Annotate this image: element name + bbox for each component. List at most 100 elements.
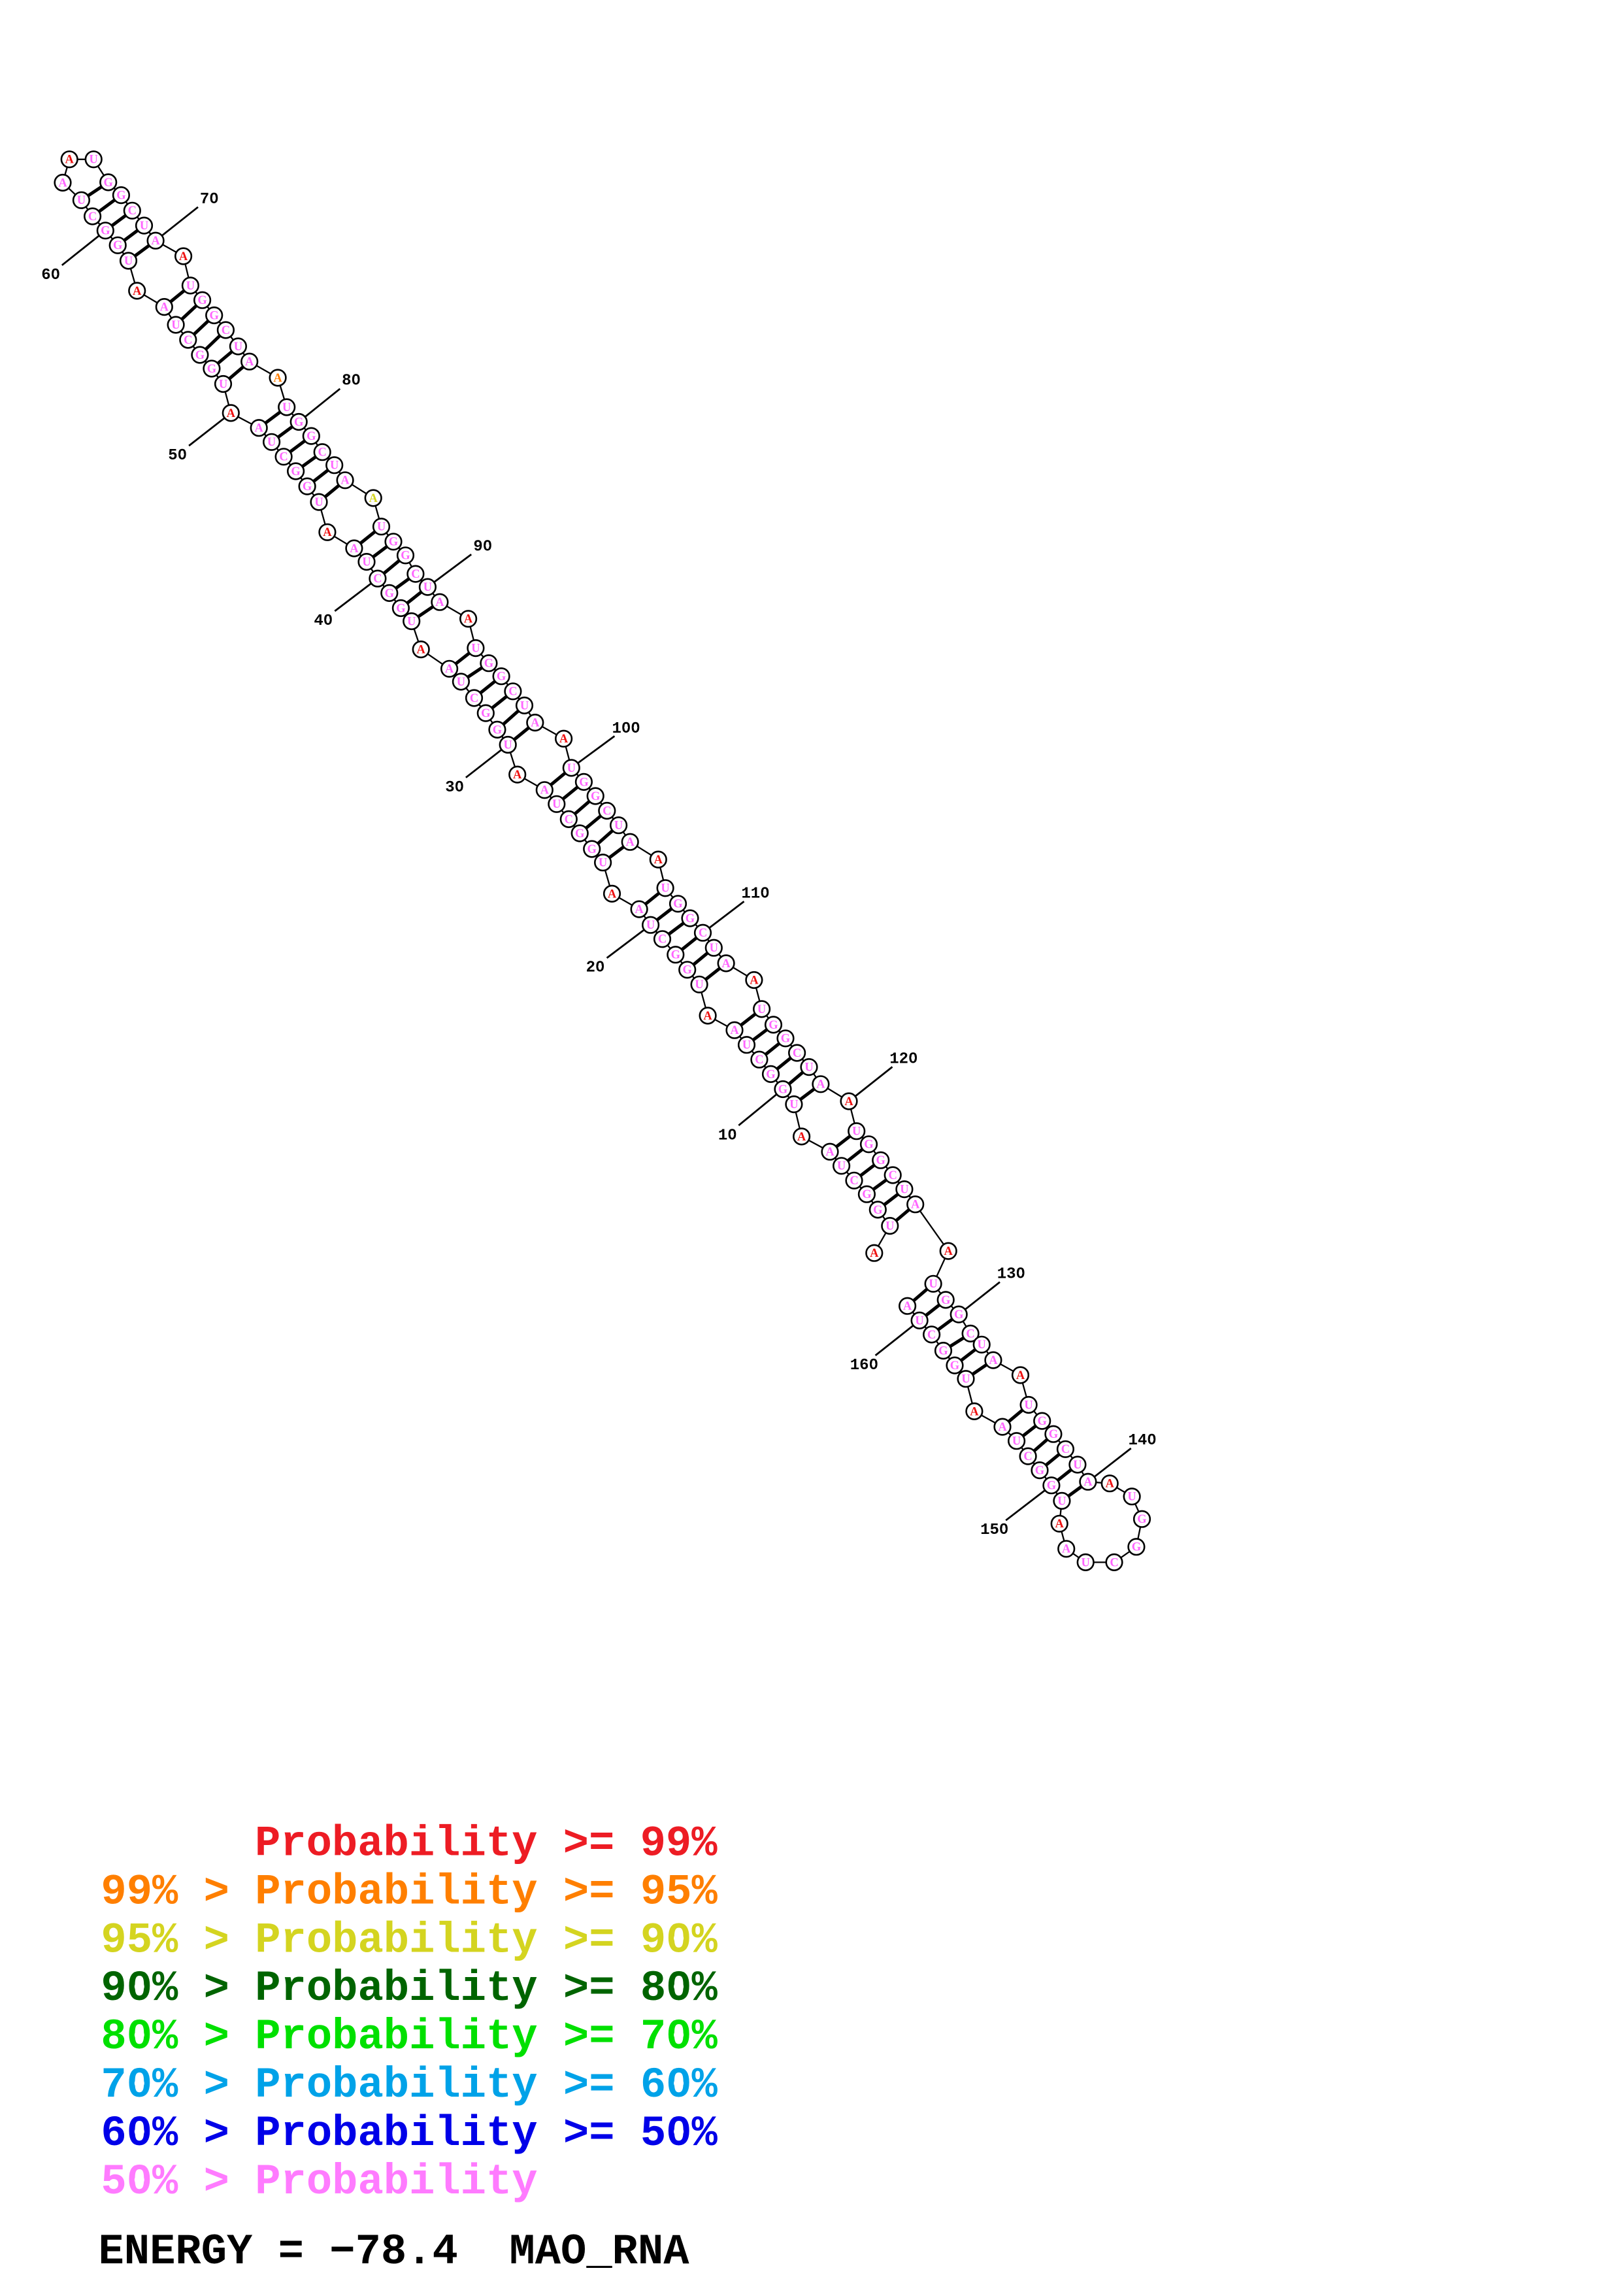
svg-text:U: U [457, 676, 465, 689]
svg-text:80% > Probability >= 70%: 80% > Probability >= 70% [101, 2012, 718, 2061]
svg-text:U: U [219, 378, 227, 391]
svg-text:U: U [915, 1314, 923, 1327]
svg-text:A: A [464, 613, 473, 626]
svg-text:A: A [816, 1078, 825, 1091]
svg-text:A: A [1055, 1518, 1065, 1531]
svg-text:A: A [160, 301, 169, 314]
svg-text:60% > Probability >= 50%: 60% > Probability >= 50% [101, 2109, 718, 2158]
svg-text:A: A [750, 974, 759, 987]
svg-text:A: A [340, 474, 350, 488]
svg-text:G: G [579, 776, 588, 789]
svg-text:U: U [661, 882, 669, 895]
svg-text:50% > Probability: 50% > Probability [101, 2157, 537, 2206]
svg-text:G: G [484, 657, 493, 671]
svg-text:G: G [207, 363, 216, 376]
svg-text:C: C [222, 324, 230, 337]
svg-text:A: A [870, 1247, 879, 1260]
svg-text:A: A [350, 542, 359, 556]
svg-text:U: U [314, 496, 323, 509]
svg-text:C: C [318, 446, 327, 459]
svg-text:G: G [873, 1204, 882, 1217]
svg-text:C: C [850, 1174, 858, 1188]
svg-text:A: A [989, 1354, 998, 1367]
svg-text:G: G [497, 671, 506, 684]
svg-text:99% > Probability >= 95%: 99% > Probability >= 95% [101, 1867, 718, 1916]
svg-text:U: U [282, 401, 291, 414]
svg-text:U: U [900, 1184, 908, 1197]
svg-text:C: C [279, 451, 288, 464]
svg-text:A: A [703, 1010, 712, 1023]
svg-text:G: G [210, 309, 219, 322]
svg-text:G: G [766, 1068, 775, 1081]
svg-text:G: G [306, 430, 316, 443]
svg-text:G: G [778, 1083, 787, 1096]
svg-text:U: U [423, 581, 432, 594]
svg-text:U: U [407, 615, 416, 628]
svg-text:G: G [1047, 1480, 1056, 1493]
svg-text:A: A [559, 733, 569, 746]
svg-text:A: A [1106, 1478, 1115, 1491]
svg-text:C: C [755, 1054, 763, 1067]
svg-text:10: 10 [718, 1127, 737, 1144]
svg-text:C: C [411, 568, 420, 581]
svg-text:U: U [377, 521, 386, 534]
svg-text:C: C [1061, 1443, 1070, 1456]
svg-text:C: C [1110, 1556, 1118, 1569]
svg-text:U: U [1082, 1556, 1090, 1569]
svg-text:G: G [683, 964, 692, 977]
svg-text:U: U [599, 857, 607, 870]
svg-text:G: G [101, 225, 110, 238]
svg-text:G: G [113, 239, 122, 252]
svg-text:C: C [508, 686, 517, 699]
svg-text:U: U [837, 1160, 846, 1173]
svg-text:A: A [531, 717, 540, 730]
svg-text:U: U [504, 739, 512, 752]
svg-text:U: U [757, 1003, 766, 1016]
svg-text:U: U [567, 762, 576, 775]
svg-text:G: G [385, 587, 394, 600]
svg-text:G: G [1132, 1541, 1141, 1554]
svg-text:ENERGY = −78.4 MAO_RNA: ENERGY = −78.4 MAO_RNA [99, 2227, 690, 2276]
svg-text:G: G [575, 827, 584, 840]
svg-text:G: G [1137, 1513, 1146, 1526]
svg-text:A: A [435, 596, 444, 609]
svg-text:C: C [88, 210, 97, 224]
svg-text:U: U [520, 699, 529, 712]
svg-text:A: A [369, 492, 378, 505]
svg-text:A: A [417, 644, 426, 657]
svg-text:90% > Probability >= 80%: 90% > Probability >= 80% [101, 1964, 718, 2013]
svg-text:G: G [1049, 1428, 1058, 1441]
svg-text:A: A [255, 422, 264, 435]
svg-text:G: G [396, 602, 405, 615]
svg-text:A: A [179, 250, 188, 263]
svg-text:G: G [104, 176, 113, 190]
svg-text:G: G [291, 465, 300, 478]
svg-text:G: G [769, 1019, 778, 1032]
svg-text:U: U [362, 556, 371, 569]
svg-text:U: U [234, 341, 242, 354]
svg-text:C: C [373, 573, 382, 586]
svg-text:C: C [927, 1329, 936, 1342]
svg-text:A: A [58, 176, 67, 190]
svg-text:U: U [140, 220, 148, 233]
svg-text:U: U [1012, 1435, 1021, 1448]
svg-text:G: G [401, 550, 410, 563]
svg-text:U: U [1073, 1459, 1082, 1472]
svg-text:U: U [1127, 1491, 1136, 1504]
svg-text:60: 60 [41, 267, 60, 284]
svg-text:U: U [1057, 1495, 1066, 1508]
svg-text:G: G [671, 949, 680, 962]
svg-text:A: A [133, 285, 142, 298]
svg-text:G: G [197, 294, 207, 307]
svg-text:G: G [1035, 1465, 1044, 1478]
svg-text:U: U [789, 1099, 798, 1112]
svg-text:G: G [195, 349, 205, 362]
svg-text:A: A [825, 1146, 835, 1159]
svg-text:U: U [171, 319, 180, 332]
svg-text:A: A [721, 957, 731, 971]
svg-text:G: G [1038, 1415, 1047, 1428]
svg-text:A: A [273, 372, 282, 385]
svg-text:A: A [970, 1405, 979, 1418]
svg-text:U: U [267, 436, 276, 449]
svg-text:G: G [481, 707, 490, 720]
